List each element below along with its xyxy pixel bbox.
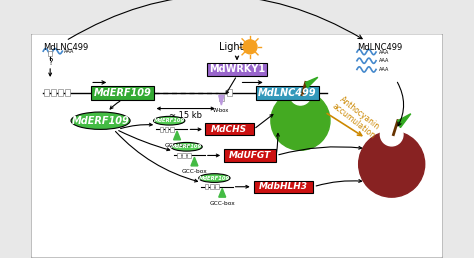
FancyBboxPatch shape (205, 123, 254, 135)
FancyBboxPatch shape (31, 34, 443, 258)
Ellipse shape (199, 174, 230, 182)
FancyBboxPatch shape (219, 94, 224, 101)
FancyBboxPatch shape (170, 127, 173, 132)
FancyBboxPatch shape (227, 90, 232, 96)
Text: MdWRKY1: MdWRKY1 (209, 64, 265, 74)
FancyBboxPatch shape (160, 127, 163, 132)
Text: MdLNC499: MdLNC499 (43, 43, 89, 52)
Text: AAA: AAA (379, 67, 389, 72)
Circle shape (380, 123, 403, 146)
Text: GCC-box: GCC-box (164, 143, 190, 148)
Text: MdbHLH3: MdbHLH3 (258, 182, 308, 191)
FancyBboxPatch shape (58, 90, 63, 96)
Polygon shape (219, 189, 226, 197)
Ellipse shape (154, 116, 185, 125)
Text: MdCHS: MdCHS (211, 125, 247, 134)
Text: MdERF109: MdERF109 (154, 118, 185, 123)
FancyBboxPatch shape (48, 51, 52, 57)
FancyBboxPatch shape (215, 184, 219, 189)
Text: MdERF109: MdERF109 (199, 175, 230, 181)
Text: MdUFGT: MdUFGT (229, 151, 271, 160)
Ellipse shape (171, 142, 202, 151)
FancyBboxPatch shape (177, 153, 181, 158)
FancyBboxPatch shape (182, 153, 186, 158)
Text: Anthocyanin
accumulation: Anthocyanin accumulation (330, 94, 383, 141)
Text: Light: Light (219, 43, 243, 52)
FancyBboxPatch shape (165, 127, 168, 132)
Polygon shape (306, 77, 318, 88)
FancyBboxPatch shape (208, 63, 266, 76)
Circle shape (243, 40, 257, 54)
FancyBboxPatch shape (205, 184, 209, 189)
FancyBboxPatch shape (224, 149, 276, 162)
Text: MdLNC499: MdLNC499 (357, 43, 402, 52)
Text: MdLNC499: MdLNC499 (258, 88, 317, 98)
Circle shape (290, 84, 311, 105)
FancyBboxPatch shape (51, 90, 56, 96)
FancyBboxPatch shape (254, 181, 312, 193)
Text: GCC-box: GCC-box (210, 201, 235, 206)
Ellipse shape (71, 112, 130, 130)
FancyBboxPatch shape (188, 153, 191, 158)
Circle shape (359, 131, 425, 197)
Text: AAA: AAA (64, 49, 74, 54)
Text: ?: ? (48, 58, 53, 67)
FancyBboxPatch shape (91, 86, 154, 100)
Polygon shape (191, 157, 198, 166)
Text: AAA: AAA (379, 58, 389, 63)
Polygon shape (398, 114, 411, 128)
Text: AAA: AAA (379, 50, 389, 54)
Text: MdERF109: MdERF109 (72, 116, 129, 126)
FancyBboxPatch shape (65, 90, 70, 96)
FancyBboxPatch shape (44, 90, 49, 96)
Polygon shape (173, 131, 181, 140)
FancyBboxPatch shape (256, 86, 319, 100)
Text: GCC-box: GCC-box (182, 169, 207, 174)
Circle shape (271, 91, 330, 150)
Text: W-box: W-box (213, 108, 229, 113)
Text: MdERF109: MdERF109 (93, 88, 151, 98)
FancyBboxPatch shape (210, 184, 214, 189)
Text: MdERF109: MdERF109 (171, 144, 202, 149)
Text: ~ 15 kb: ~ 15 kb (169, 111, 202, 120)
Polygon shape (219, 95, 224, 105)
